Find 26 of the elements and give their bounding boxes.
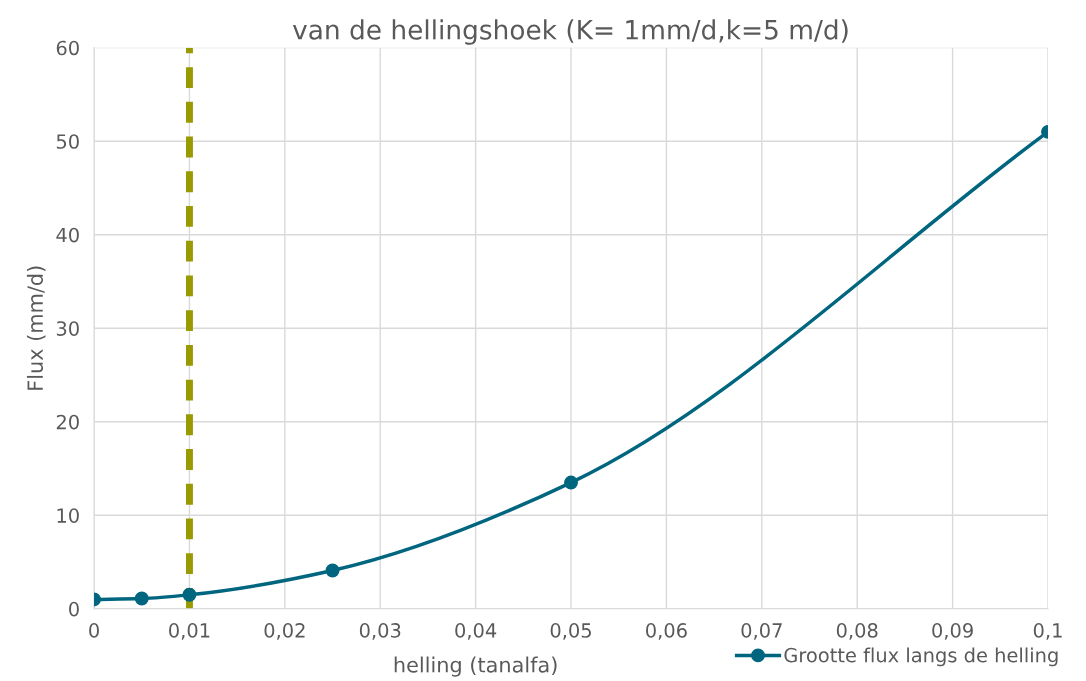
x-axis-title: helling (tanalfa) [394, 656, 557, 677]
point [182, 587, 197, 602]
y-tick-label: 20 [56, 414, 79, 430]
x-tick-label: 0,07 [741, 623, 782, 640]
y-tick-label: 30 [56, 321, 79, 336]
point [134, 591, 149, 606]
x-tick-label: 0,06 [646, 623, 687, 640]
x-tick-label: 0,09 [932, 623, 973, 640]
chart-title: van de hellingshoek (K= 1mm/d,k=5 m/d) [292, 19, 848, 45]
x-tick-label: 0 [89, 623, 99, 638]
point [325, 563, 340, 578]
x-tick-label: 0,03 [359, 623, 401, 640]
y-tick-label: 0 [69, 601, 79, 617]
y-axis-title: Flux (mm/d) [26, 266, 46, 390]
y-tick-label: 60 [56, 40, 79, 56]
point [564, 475, 578, 490]
y-tick-label: 10 [57, 508, 79, 523]
x-tick-label: 0,08 [836, 623, 878, 640]
y-tick-label: 50 [56, 134, 79, 149]
y-tick-label: 40 [56, 227, 79, 243]
x-tick-label: 0,05 [550, 623, 591, 640]
x-tick-label: 0,02 [264, 623, 305, 640]
legend-label: Grootte flux langs de helling [784, 647, 1058, 667]
x-tick-label: 0,1 [1033, 623, 1062, 640]
x-tick-label: 0,01 [169, 623, 210, 640]
x-tick-label: 0,04 [455, 623, 497, 640]
